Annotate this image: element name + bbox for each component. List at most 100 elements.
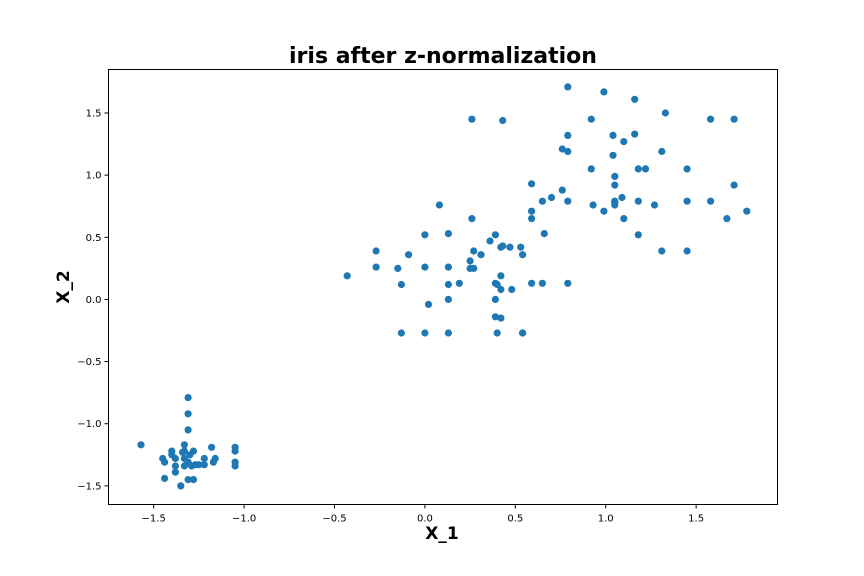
data-point (707, 115, 715, 123)
data-point (538, 279, 547, 287)
data-point (683, 247, 691, 255)
data-point (620, 138, 628, 146)
data-point (491, 231, 499, 239)
data-point (499, 242, 507, 250)
data-point (200, 461, 208, 469)
data-point (372, 263, 380, 271)
data-point (466, 257, 474, 265)
data-point (171, 468, 179, 476)
data-point (177, 482, 185, 490)
data-point (405, 251, 413, 259)
data-point (528, 207, 536, 215)
data-point (444, 230, 452, 238)
data-point (470, 247, 478, 255)
data-point (600, 88, 608, 96)
data-points (137, 83, 751, 490)
data-point (486, 237, 494, 245)
data-point (491, 313, 499, 321)
x-tick-label: −1.0 (232, 514, 256, 525)
data-point (168, 451, 176, 459)
data-point (730, 115, 738, 123)
data-point (421, 231, 429, 239)
data-point (634, 197, 642, 205)
data-point (540, 230, 548, 238)
data-point (558, 186, 566, 194)
data-point (455, 279, 463, 287)
data-point (397, 329, 405, 337)
data-point (611, 198, 619, 207)
x-axis-ticks: −1.5 −1.0 −0.5 0.0 0.5 1.0 1.5 (142, 504, 704, 525)
data-point (491, 295, 499, 303)
data-point (497, 285, 505, 294)
y-axis-ticks: −1.5 −1.0 −0.5 0.0 0.5 1.0 1.5 (77, 109, 109, 492)
data-point (650, 201, 659, 209)
data-point (161, 458, 169, 466)
data-point (558, 145, 566, 153)
data-point (723, 215, 731, 223)
data-point (609, 151, 617, 159)
data-point (564, 131, 572, 139)
y-tick-label: −1.5 (77, 481, 101, 492)
y-tick-label: 0.5 (86, 233, 102, 244)
plot-frame (108, 69, 778, 505)
data-point (468, 115, 476, 123)
y-tick-label: 1.5 (86, 109, 102, 120)
data-point (343, 272, 351, 280)
data-point (641, 165, 650, 173)
data-point (179, 448, 187, 456)
y-tick-label: 1.0 (86, 171, 102, 182)
data-point (538, 197, 547, 205)
data-point (618, 193, 626, 202)
data-point (707, 197, 715, 205)
data-point (743, 207, 751, 215)
data-point (137, 441, 145, 449)
data-point (184, 394, 192, 402)
data-point (564, 197, 572, 205)
data-point (497, 272, 505, 280)
data-point (658, 147, 666, 156)
data-point (211, 454, 219, 463)
y-tick-label: −1.0 (77, 419, 101, 430)
data-point (493, 280, 501, 289)
data-point (184, 476, 192, 484)
data-point (730, 181, 738, 189)
data-point (661, 109, 670, 117)
x-tick-label: −1.5 (142, 514, 166, 525)
data-point (231, 462, 239, 470)
y-tick-label: −0.5 (77, 357, 101, 368)
data-point (528, 279, 536, 287)
y-axis-label: X_2 (54, 270, 74, 303)
data-point (189, 476, 198, 484)
data-point (468, 215, 476, 223)
data-point (497, 314, 505, 322)
data-point (611, 172, 619, 180)
data-point (587, 165, 595, 173)
data-point (564, 147, 572, 156)
data-point (631, 130, 639, 138)
x-tick-label: 1.5 (688, 514, 704, 525)
chart-title: iris after z-normalization (289, 44, 597, 69)
data-point (589, 201, 597, 209)
data-point (424, 300, 433, 308)
data-point (186, 451, 194, 459)
data-point (444, 280, 452, 289)
y-tick-label: 0.0 (86, 295, 102, 306)
data-point (200, 454, 208, 463)
data-point (611, 181, 619, 189)
data-point (517, 243, 525, 251)
data-point (195, 461, 203, 469)
data-point (184, 410, 192, 418)
data-point (528, 215, 536, 223)
data-point (208, 443, 216, 451)
data-point (435, 201, 443, 209)
x-tick-label: −0.5 (322, 514, 346, 525)
data-point (161, 474, 169, 482)
data-point (444, 295, 452, 303)
data-point (444, 329, 452, 337)
data-point (620, 215, 628, 223)
data-point (394, 264, 402, 272)
data-point (528, 180, 536, 188)
data-point (519, 329, 527, 337)
data-point (631, 95, 639, 103)
